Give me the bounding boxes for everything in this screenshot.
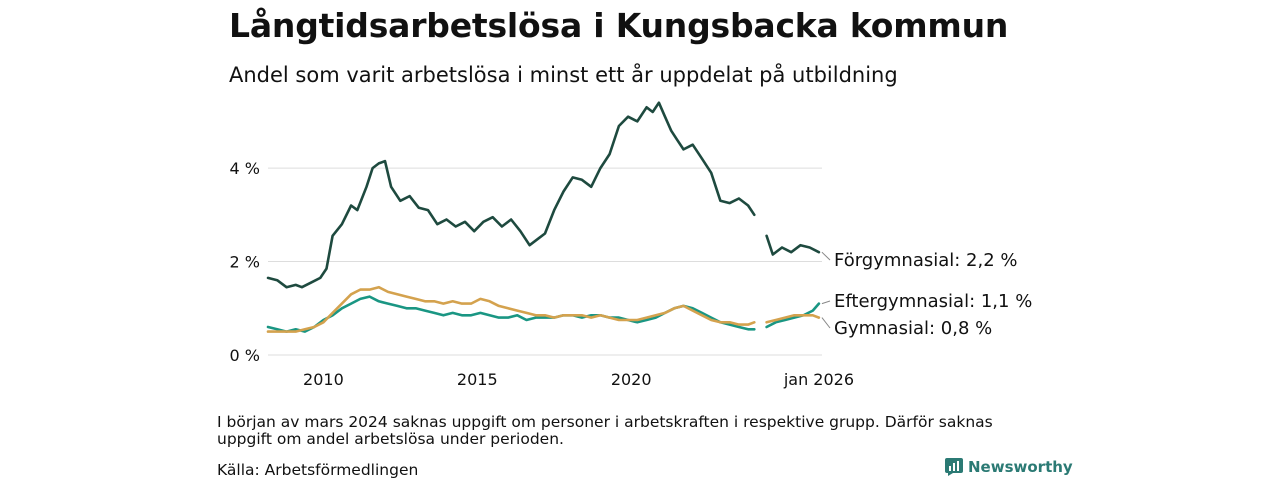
- y-tick-label: 4 %: [230, 159, 260, 178]
- source-text: Källa: Arbetsförmedlingen: [217, 461, 419, 479]
- brand-name: Newsworthy: [968, 458, 1073, 476]
- grid-layer: [268, 167, 822, 356]
- y-tick-label: 2 %: [230, 253, 260, 272]
- end-label-eftergymnasial: Eftergymnasial: 1,1 %: [834, 291, 1032, 312]
- axis-layer: 0 % 2 % 4 % 2010 2015 2020 jan 2026: [230, 159, 854, 389]
- series-line-gymnasial: [266, 285, 821, 333]
- chart-title: Långtidsarbetslösa i Kungsbacka kommun: [229, 6, 1009, 45]
- label-connector-förgymnasial: [821, 251, 831, 261]
- y-tick-label: 0 %: [230, 346, 260, 365]
- label-connector-eftergymnasial: [821, 300, 831, 305]
- series-line-förgymnasial: [266, 101, 821, 289]
- brand-logo[interactable]: Newsworthy: [945, 458, 1073, 476]
- label-connector-gymnasial: [821, 317, 831, 329]
- x-tick-label: 2010: [303, 370, 344, 389]
- x-tick-label: 2015: [457, 370, 498, 389]
- series-layer: [266, 101, 821, 333]
- end-label-förgymnasial: Förgymnasial: 2,2 %: [834, 250, 1018, 271]
- x-tick-label: jan 2026: [783, 370, 854, 389]
- chart-subtitle: Andel som varit arbetslösa i minst ett å…: [229, 63, 898, 87]
- end-label-gymnasial: Gymnasial: 0,8 %: [834, 318, 992, 339]
- newsworthy-logo-icon: [945, 458, 963, 476]
- label-layer: Förgymnasial: 2,2 % Eftergymnasial: 1,1 %…: [821, 250, 1032, 339]
- footnote: I början av mars 2024 saknas uppgift om …: [217, 413, 993, 448]
- x-tick-label: 2020: [611, 370, 652, 389]
